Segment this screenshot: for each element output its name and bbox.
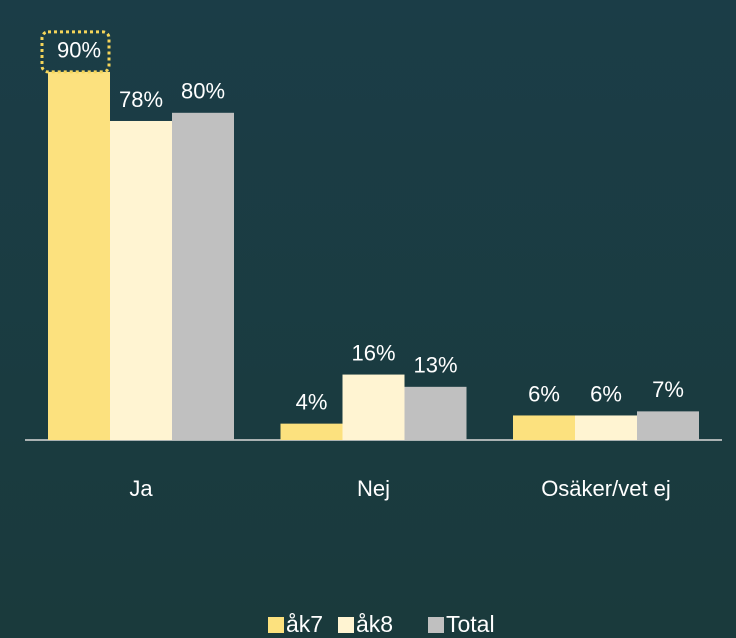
highlight-box [40,30,111,74]
legend-label: åk7 [286,611,323,637]
value-label: 13% [413,353,457,378]
bar [172,112,234,441]
value-label: 6% [590,381,622,406]
legend-swatch [338,617,354,633]
x-tick-label: Nej [357,476,390,501]
value-label: 90% [57,38,101,63]
value-label: 80% [181,79,225,104]
value-label: 4% [296,389,328,414]
bar [513,415,575,440]
bar [110,120,172,440]
x-tick-label: Ja [129,476,153,501]
bar [404,386,467,440]
legend-label: Total [446,611,495,637]
bar [342,374,405,440]
value-label: 78% [119,87,163,112]
bar [637,411,699,440]
bar [575,415,637,440]
x-tick-label: Osäker/vet ej [541,476,671,501]
legend-label: åk8 [356,611,393,637]
bar [280,423,343,440]
value-label: 6% [528,381,560,406]
value-label: 16% [351,340,395,365]
legend-swatch [268,617,284,633]
value-label: 7% [652,377,684,402]
bar [48,71,110,441]
legend-swatch [428,617,444,633]
